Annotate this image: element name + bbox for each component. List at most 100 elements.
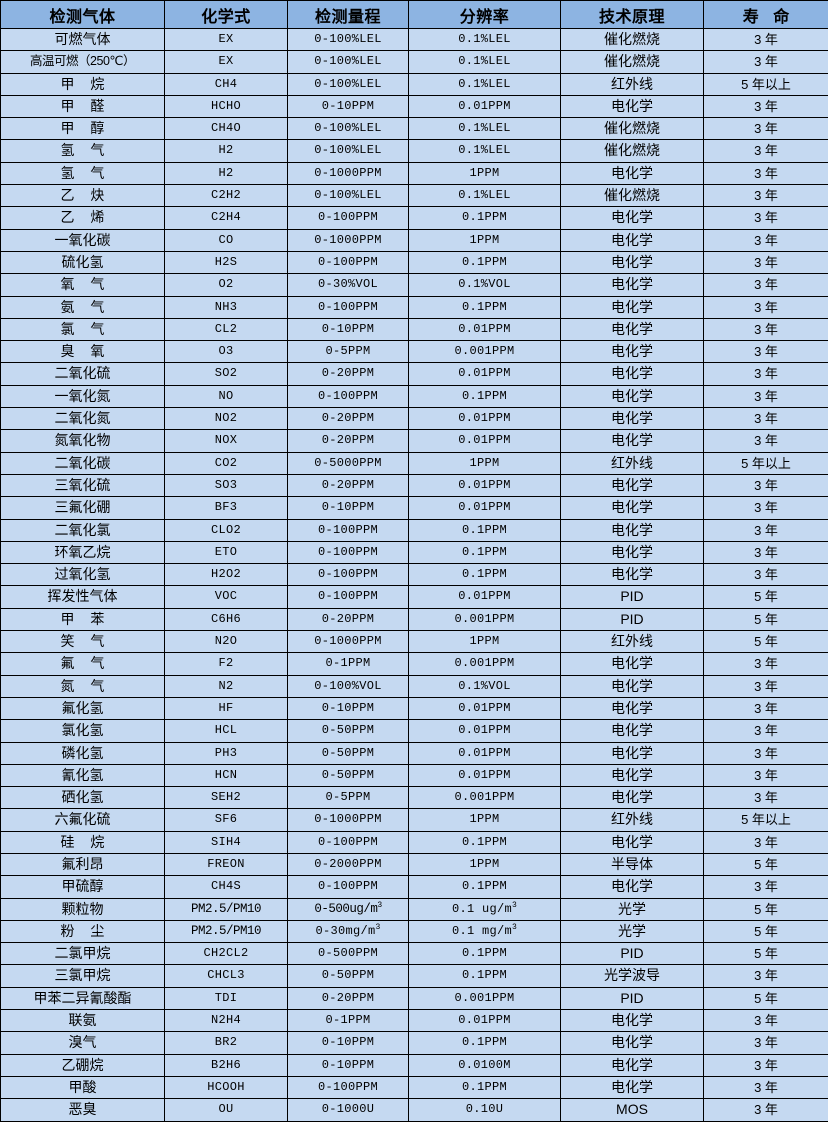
gas-name: 高温可燃（250℃） <box>1 51 165 73</box>
technology-principle: 电化学 <box>561 1010 704 1032</box>
resolution: 0.1PPM <box>409 207 561 229</box>
gas-name: 二氯甲烷 <box>1 943 165 965</box>
resolution: 0.1%LEL <box>409 51 561 73</box>
resolution: 0.01PPM <box>409 430 561 452</box>
detection-range: 0-500ug/m3 <box>288 898 409 920</box>
lifespan: 3 年 <box>704 385 828 407</box>
gas-name: 乙 烯 <box>1 207 165 229</box>
gas-name: 笑 气 <box>1 631 165 653</box>
chemical-formula: PM2.5/PM10 <box>165 920 288 942</box>
lifespan: 3 年 <box>704 742 828 764</box>
resolution: 0.1PPM <box>409 1076 561 1098</box>
detection-range: 0-10PPM <box>288 1032 409 1054</box>
chemical-formula: O3 <box>165 341 288 363</box>
technology-principle: 电化学 <box>561 876 704 898</box>
detection-range: 0-5PPM <box>288 341 409 363</box>
lifespan: 3 年 <box>704 831 828 853</box>
gas-name: 乙 炔 <box>1 185 165 207</box>
technology-principle: 电化学 <box>561 385 704 407</box>
chemical-formula: HF <box>165 697 288 719</box>
chemical-formula: SO3 <box>165 474 288 496</box>
chemical-formula: NO <box>165 385 288 407</box>
resolution: 0.1PPM <box>409 541 561 563</box>
gas-name: 过氧化氢 <box>1 564 165 586</box>
gas-name: 氟化氢 <box>1 697 165 719</box>
resolution: 0.01PPM <box>409 764 561 786</box>
gas-name: 氮氧化物 <box>1 430 165 452</box>
resolution: 0.01PPM <box>409 363 561 385</box>
gas-name: 三氯甲烷 <box>1 965 165 987</box>
resolution: 0.1PPM <box>409 385 561 407</box>
column-header-4: 技术原理 <box>561 1 704 29</box>
detection-range: 0-500PPM <box>288 943 409 965</box>
technology-principle: 电化学 <box>561 251 704 273</box>
resolution: 0.1%VOL <box>409 274 561 296</box>
chemical-formula: NH3 <box>165 296 288 318</box>
gas-name: 硅 烷 <box>1 831 165 853</box>
column-header-0: 检测气体 <box>1 1 165 29</box>
lifespan: 5 年 <box>704 853 828 875</box>
gas-name: 氮 气 <box>1 675 165 697</box>
technology-principle: 红外线 <box>561 631 704 653</box>
chemical-formula: N2 <box>165 675 288 697</box>
gas-name: 环氧乙烷 <box>1 541 165 563</box>
chemical-formula: HCL <box>165 720 288 742</box>
chemical-formula: C2H4 <box>165 207 288 229</box>
chemical-formula: H2S <box>165 251 288 273</box>
gas-name: 二氧化碳 <box>1 452 165 474</box>
gas-name: 氧 气 <box>1 274 165 296</box>
resolution: 0.1PPM <box>409 965 561 987</box>
technology-principle: 电化学 <box>561 95 704 117</box>
detection-range: 0-10PPM <box>288 1054 409 1076</box>
detection-range: 0-1000PPM <box>288 809 409 831</box>
gas-name: 甲 醇 <box>1 118 165 140</box>
detection-range: 0-100PPM <box>288 876 409 898</box>
detection-range: 0-100PPM <box>288 251 409 273</box>
gas-name: 臭 氧 <box>1 341 165 363</box>
detection-range: 0-100PPM <box>288 519 409 541</box>
detection-range: 0-50PPM <box>288 720 409 742</box>
chemical-formula: CO <box>165 229 288 251</box>
resolution: 0.001PPM <box>409 787 561 809</box>
lifespan: 5 年 <box>704 920 828 942</box>
gas-name: 二氧化氮 <box>1 408 165 430</box>
detection-range: 0-10PPM <box>288 697 409 719</box>
gas-name: 氰化氢 <box>1 764 165 786</box>
resolution: 0.1 mg/m3 <box>409 920 561 942</box>
technology-principle: 电化学 <box>561 653 704 675</box>
detection-range: 0-10PPM <box>288 497 409 519</box>
chemical-formula: EX <box>165 51 288 73</box>
detection-range: 0-1000PPM <box>288 631 409 653</box>
technology-principle: 电化学 <box>561 229 704 251</box>
resolution: 0.001PPM <box>409 653 561 675</box>
lifespan: 5 年 <box>704 608 828 630</box>
detection-range: 0-10PPM <box>288 318 409 340</box>
lifespan: 3 年 <box>704 162 828 184</box>
resolution: 0.001PPM <box>409 341 561 363</box>
lifespan: 3 年 <box>704 787 828 809</box>
chemical-formula: B2H6 <box>165 1054 288 1076</box>
detection-range: 0-1000PPM <box>288 229 409 251</box>
chemical-formula: N2O <box>165 631 288 653</box>
technology-principle: 电化学 <box>561 675 704 697</box>
chemical-formula: CO2 <box>165 452 288 474</box>
technology-principle: 电化学 <box>561 787 704 809</box>
chemical-formula: H2 <box>165 162 288 184</box>
resolution: 0.1%LEL <box>409 140 561 162</box>
chemical-formula: SO2 <box>165 363 288 385</box>
lifespan: 5 年以上 <box>704 73 828 95</box>
